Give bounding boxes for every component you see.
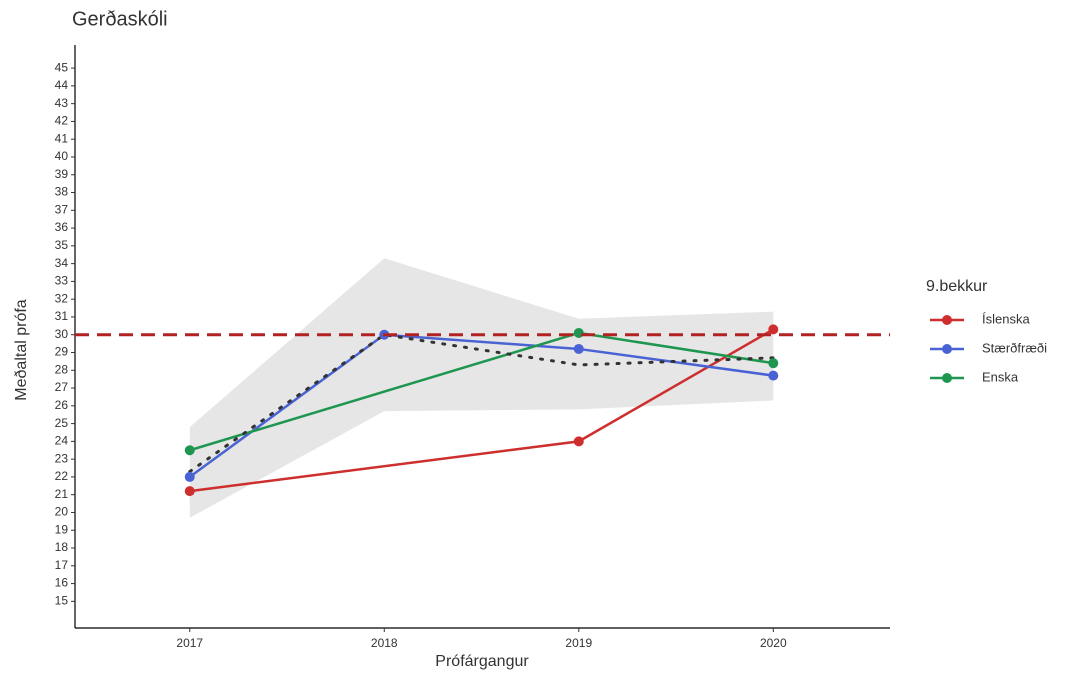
- y-tick-label: 18: [55, 540, 69, 554]
- y-tick-label: 34: [55, 256, 69, 270]
- y-tick-label: 20: [55, 505, 69, 519]
- y-tick-label: 35: [55, 238, 69, 252]
- y-tick-label: 30: [55, 327, 69, 341]
- confidence-ribbon: [189, 258, 774, 518]
- chart-title: Gerðaskóli: [72, 8, 168, 30]
- y-tick-label: 44: [55, 78, 69, 92]
- y-tick-label: 28: [55, 362, 69, 376]
- y-tick-label: 26: [55, 398, 69, 412]
- y-tick-label: 33: [55, 274, 69, 288]
- data-point: [768, 370, 779, 381]
- data-point: [184, 486, 195, 497]
- y-tick-label: 22: [55, 469, 69, 483]
- y-tick-label: 38: [55, 185, 69, 199]
- y-tick-label: 32: [55, 291, 69, 305]
- legend-marker: [942, 315, 952, 325]
- y-tick-label: 40: [55, 149, 69, 163]
- x-tick-label: 2020: [760, 636, 787, 650]
- legend-title: 9.bekkur: [926, 278, 988, 295]
- y-tick-label: 19: [55, 522, 69, 536]
- y-tick-label: 29: [55, 345, 69, 359]
- y-tick-label: 45: [55, 60, 69, 74]
- y-tick-label: 36: [55, 220, 69, 234]
- data-point: [573, 436, 584, 447]
- data-point: [573, 327, 584, 338]
- x-tick-label: 2017: [176, 636, 203, 650]
- y-tick-label: 41: [55, 131, 69, 145]
- data-point: [768, 324, 779, 335]
- y-tick-label: 24: [55, 434, 69, 448]
- legend-label: Stærðfræði: [982, 340, 1047, 355]
- y-tick-label: 31: [55, 309, 69, 323]
- y-tick-label: 42: [55, 114, 69, 128]
- y-tick-label: 37: [55, 202, 69, 216]
- legend-marker: [942, 344, 952, 354]
- x-tick-label: 2018: [371, 636, 398, 650]
- y-axis-title: Meðaltal prófa: [13, 299, 30, 400]
- x-axis-title: Prófárgangur: [435, 653, 529, 670]
- y-tick-label: 25: [55, 416, 69, 430]
- data-point: [768, 358, 779, 369]
- legend-label: Íslenska: [982, 311, 1030, 326]
- y-tick-label: 43: [55, 96, 69, 110]
- y-tick-label: 39: [55, 167, 69, 181]
- y-tick-label: 27: [55, 380, 69, 394]
- y-tick-label: 17: [55, 558, 69, 572]
- legend-marker: [942, 373, 952, 383]
- y-tick-label: 16: [55, 576, 69, 590]
- legend-label: Enska: [982, 369, 1019, 384]
- x-tick-label: 2019: [565, 636, 592, 650]
- y-tick-label: 15: [55, 594, 69, 608]
- data-point: [184, 471, 195, 482]
- y-tick-label: 23: [55, 451, 69, 465]
- y-tick-label: 21: [55, 487, 69, 501]
- data-point: [573, 343, 584, 354]
- series-line: [189, 333, 774, 478]
- data-point: [184, 445, 195, 456]
